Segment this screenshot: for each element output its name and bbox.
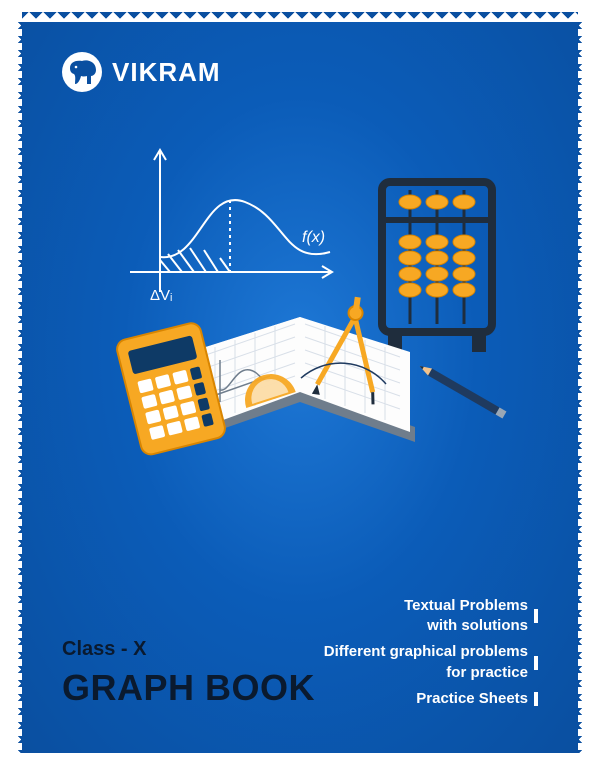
brand-name: VIKRAM	[112, 57, 221, 88]
brand-logo: VIKRAM	[62, 52, 221, 92]
dv-label: ΔVᵢ	[150, 287, 172, 304]
pencil-icon	[418, 363, 507, 419]
bullet-tick-icon	[534, 609, 538, 623]
cover-illustration: f(x) ΔVᵢ	[70, 142, 530, 502]
class-label: Class - X	[62, 638, 146, 661]
feature-text: Textual Problems with solutions	[404, 596, 528, 637]
feature-item: Different graphical problems for practic…	[324, 642, 538, 683]
feature-text: Practice Sheets	[416, 689, 528, 709]
bullet-tick-icon	[534, 692, 538, 706]
elephant-icon	[66, 58, 98, 86]
feature-item: Practice Sheets	[324, 689, 538, 709]
feature-item: Textual Problems with solutions	[324, 596, 538, 637]
fx-label: f(x)	[302, 229, 325, 246]
book-cover: VIKRAM f(x) ΔVᵢ	[22, 22, 578, 753]
book-title: GRAPH BOOK	[62, 667, 315, 709]
abacus-icon	[382, 182, 492, 352]
calculator-icon	[115, 321, 227, 456]
bullet-tick-icon	[534, 656, 538, 670]
bg-graph-sketch	[130, 150, 332, 292]
feature-list: Textual Problems with solutions Differen…	[324, 590, 538, 709]
feature-text: Different graphical problems for practic…	[324, 642, 528, 683]
brand-logo-mark	[62, 52, 102, 92]
